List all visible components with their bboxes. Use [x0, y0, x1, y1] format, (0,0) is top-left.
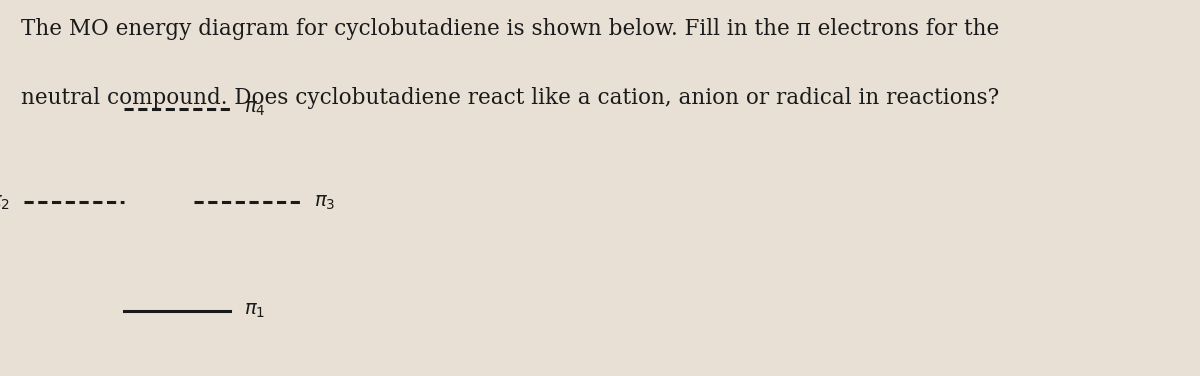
Text: $\pi_4$: $\pi_4$: [244, 99, 265, 118]
Text: $\pi_3$: $\pi_3$: [314, 193, 336, 212]
Text: The MO energy diagram for cyclobutadiene is shown below. Fill in the π electrons: The MO energy diagram for cyclobutadiene…: [22, 18, 1000, 40]
Text: neutral compound. Does cyclobutadiene react like a cation, anion or radical in r: neutral compound. Does cyclobutadiene re…: [22, 87, 1000, 109]
Text: $\pi_2$: $\pi_2$: [0, 193, 10, 212]
Text: $\pi_1$: $\pi_1$: [244, 302, 265, 320]
